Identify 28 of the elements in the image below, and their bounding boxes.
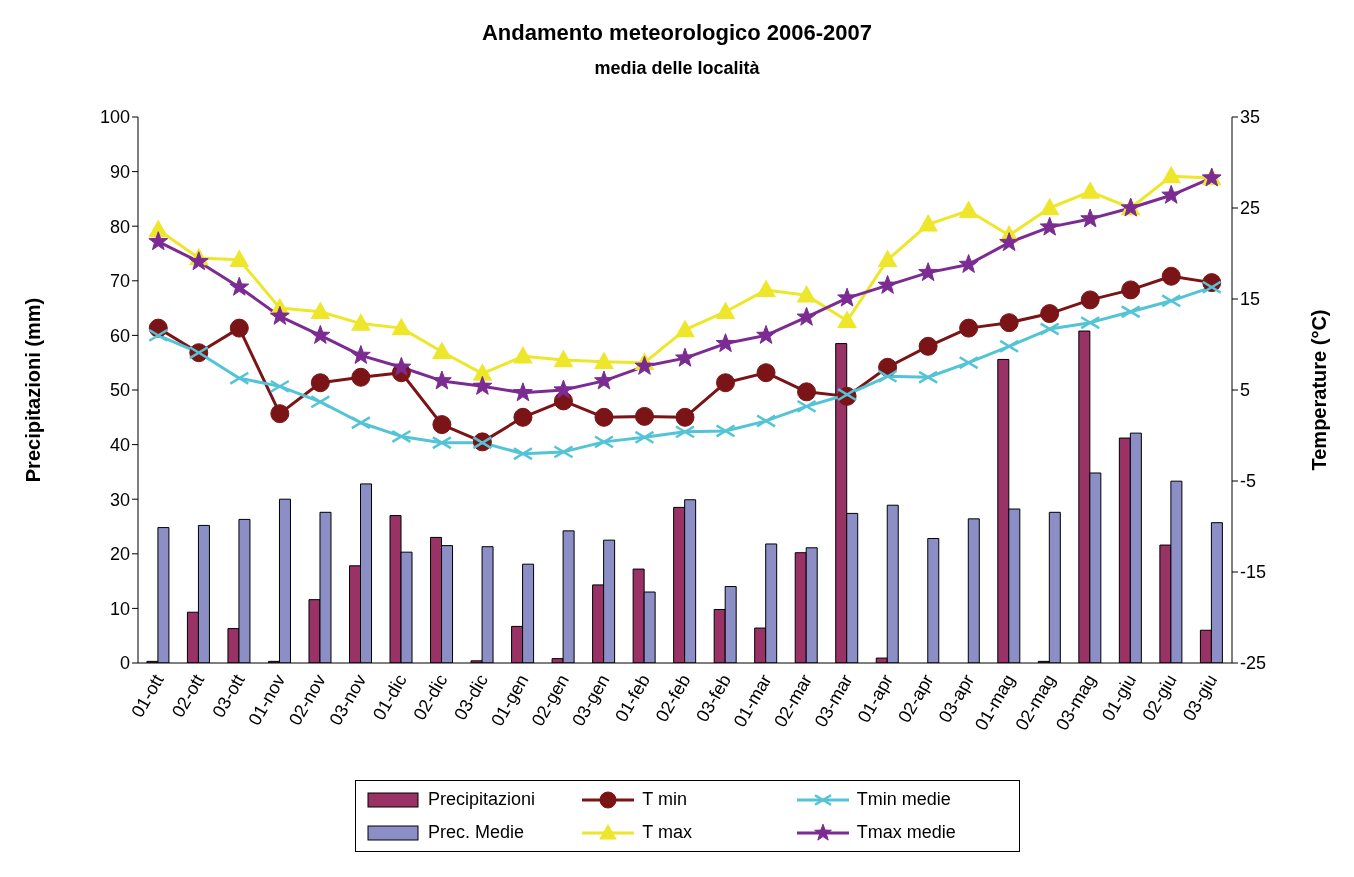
y2-tick-label: -15 <box>1240 562 1267 583</box>
y-axis-title: Precipitazioni (mm) <box>22 297 45 483</box>
legend-label: Prec. Medie <box>428 822 525 843</box>
y-tick-label: 70 <box>109 271 130 292</box>
y-tick-label: 10 <box>109 598 130 619</box>
y2-axis-title: Temperature (°C) <box>1308 309 1331 471</box>
legend-label: Tmax medie <box>856 822 956 843</box>
y-tick-label: 0 <box>119 653 130 674</box>
chart-title: Andamento meteorologico 2006-2007 <box>481 20 873 46</box>
y2-tick-label: 5 <box>1240 380 1251 401</box>
y2-tick-label: -25 <box>1240 653 1267 674</box>
y2-tick-label: 25 <box>1240 198 1261 219</box>
y-tick-label: 100 <box>99 107 130 128</box>
legend-label: Tmin medie <box>856 789 951 810</box>
y-tick-label: 80 <box>109 216 130 237</box>
legend-label: T min <box>642 789 688 810</box>
y-tick-label: 90 <box>109 161 130 182</box>
y2-tick-label: -5 <box>1240 471 1257 492</box>
y-tick-label: 20 <box>109 544 130 565</box>
chart-subtitle: media delle località <box>593 58 761 79</box>
legend-label: T max <box>642 822 693 843</box>
y-tick-label: 30 <box>109 489 130 510</box>
y-tick-label: 60 <box>109 325 130 346</box>
legend-label: Precipitazioni <box>428 789 536 810</box>
y-tick-label: 50 <box>109 380 130 401</box>
y2-tick-label: 15 <box>1240 289 1261 310</box>
y-tick-label: 40 <box>109 434 130 455</box>
y2-tick-label: 35 <box>1240 107 1261 128</box>
